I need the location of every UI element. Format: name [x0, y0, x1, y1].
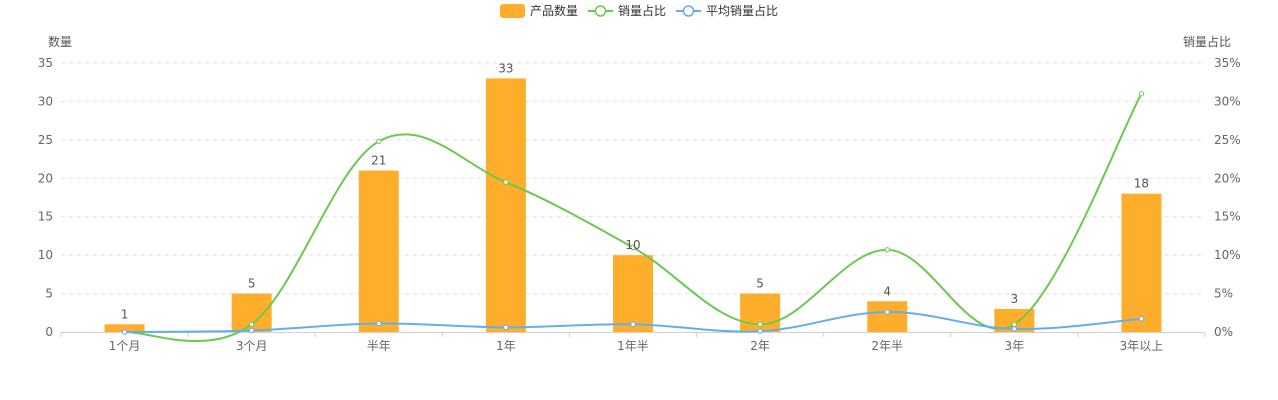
y-left-tick-label: 10 — [38, 248, 53, 262]
bar[interactable] — [1121, 193, 1162, 332]
legend-item[interactable]: 平均销量占比 — [676, 3, 778, 18]
y-axis-left-title: 数量 — [48, 34, 72, 49]
line-point[interactable] — [757, 328, 763, 334]
legend-marker — [682, 5, 695, 17]
line-series — [121, 91, 1145, 343]
bar[interactable] — [867, 301, 908, 332]
y-left-tick-label: 20 — [38, 171, 53, 185]
y-left-tick-label: 0 — [45, 325, 53, 339]
data-labels: 1 5 21 33 10 5 4 3 18 — [121, 61, 1149, 321]
legend-marker — [594, 5, 607, 17]
y-axis-right-title: 销量占比 — [1183, 34, 1231, 49]
y-left-tick-label: 35 — [38, 56, 53, 70]
line-point[interactable] — [1138, 91, 1145, 97]
y-right-tick-label: 5% — [1214, 287, 1233, 301]
x-tick-label: 3年以上 — [1120, 339, 1164, 353]
line-point[interactable] — [248, 321, 255, 328]
x-tick-label: 1年 — [496, 339, 516, 353]
y-right-tick-label: 15% — [1214, 210, 1241, 224]
line-point[interactable] — [1138, 316, 1145, 322]
bar-series — [104, 78, 1162, 332]
line-point[interactable] — [503, 179, 509, 185]
bar[interactable] — [994, 308, 1035, 332]
bar[interactable] — [104, 324, 145, 332]
bar-value-label: 4 — [883, 284, 891, 298]
y-right-tick-label: 0% — [1214, 325, 1233, 339]
bar[interactable] — [358, 170, 399, 332]
line-point[interactable] — [503, 324, 509, 331]
y-left-tick-label: 15 — [38, 210, 53, 224]
legend[interactable]: 产品数量 销量占比 平均销量占比 — [500, 3, 778, 18]
y-left-tick-label: 5 — [45, 287, 53, 301]
x-tick-label: 半年 — [367, 339, 391, 353]
line-point[interactable] — [757, 321, 763, 328]
y-right-tick-label: 30% — [1214, 94, 1241, 108]
x-tick-label: 1年半 — [617, 339, 649, 353]
x-tick-label: 3年 — [1005, 339, 1025, 353]
y-right-tick-label: 35% — [1214, 56, 1241, 70]
legend-label: 销量占比 — [618, 3, 666, 18]
bar-value-label: 5 — [756, 277, 764, 291]
bar-value-label: 18 — [1134, 177, 1149, 191]
legend-label: 产品数量 — [530, 3, 578, 18]
y-right-tick-label: 10% — [1214, 248, 1241, 262]
x-tick-label: 2年 — [750, 339, 770, 353]
line-point[interactable] — [1011, 326, 1018, 332]
legend-item[interactable]: 销量占比 — [588, 3, 666, 18]
line-point[interactable] — [884, 247, 890, 253]
y-left-tick-label: 25 — [38, 133, 53, 147]
x-tick-label: 3个月 — [236, 339, 268, 353]
line-point[interactable] — [376, 138, 382, 145]
bar[interactable] — [485, 78, 526, 332]
bar-value-label: 1 — [121, 307, 129, 321]
legend-swatch — [500, 4, 525, 18]
line-point[interactable] — [1011, 321, 1018, 328]
line-point[interactable] — [884, 309, 890, 315]
line-point[interactable] — [248, 327, 255, 334]
line-point[interactable] — [376, 320, 382, 327]
bar-value-label: 21 — [371, 154, 386, 168]
line-point[interactable] — [121, 329, 128, 335]
bar-value-label: 33 — [498, 61, 513, 75]
x-tick-label: 2年半 — [871, 339, 903, 353]
line-point[interactable] — [630, 321, 636, 328]
bar-value-label: 5 — [248, 277, 256, 291]
bar-value-label: 3 — [1011, 292, 1019, 306]
legend-label: 平均销量占比 — [706, 3, 778, 18]
y-left-tick-label: 30 — [38, 94, 53, 108]
y-right-tick-label: 25% — [1214, 133, 1241, 147]
bar-value-label: 10 — [625, 238, 640, 252]
y-right-tick-label: 20% — [1214, 171, 1241, 185]
legend-item[interactable]: 产品数量 — [500, 3, 578, 18]
x-tick-label: 1个月 — [109, 339, 141, 353]
line-point[interactable] — [630, 244, 636, 251]
bar[interactable] — [613, 255, 653, 332]
